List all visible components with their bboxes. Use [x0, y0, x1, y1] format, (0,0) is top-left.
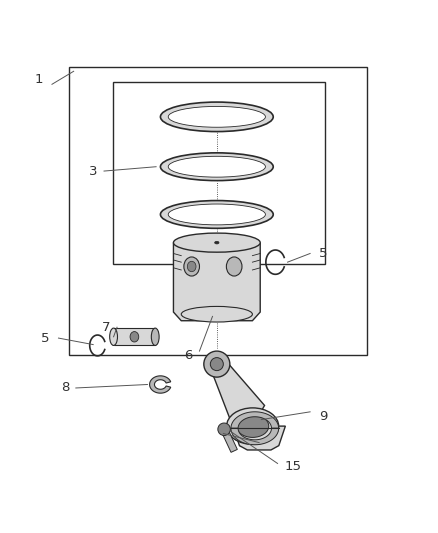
Ellipse shape [215, 241, 219, 244]
Polygon shape [150, 376, 171, 393]
Text: 5: 5 [41, 332, 50, 344]
Bar [69, 67, 367, 356]
Ellipse shape [173, 233, 260, 252]
Ellipse shape [226, 408, 279, 445]
Ellipse shape [168, 204, 265, 225]
Ellipse shape [237, 415, 269, 438]
Text: 3: 3 [89, 165, 97, 177]
Polygon shape [212, 356, 265, 447]
Ellipse shape [130, 332, 139, 342]
Ellipse shape [168, 156, 265, 177]
Text: 15: 15 [284, 461, 301, 473]
Ellipse shape [204, 351, 230, 377]
Text: 7: 7 [102, 321, 110, 334]
Ellipse shape [160, 102, 273, 132]
Polygon shape [173, 243, 260, 321]
Text: 1: 1 [35, 74, 43, 86]
Ellipse shape [160, 200, 273, 228]
Text: 6: 6 [184, 349, 193, 362]
Text: 8: 8 [61, 382, 69, 394]
Polygon shape [221, 428, 237, 453]
Polygon shape [231, 412, 279, 429]
Bar [113, 328, 155, 345]
Ellipse shape [226, 257, 242, 276]
Ellipse shape [181, 306, 252, 322]
Ellipse shape [184, 257, 199, 276]
Ellipse shape [110, 328, 117, 345]
Bar [113, 82, 325, 264]
Polygon shape [233, 426, 286, 450]
Text: 9: 9 [319, 410, 327, 423]
Ellipse shape [210, 358, 223, 370]
Text: 5: 5 [319, 247, 327, 260]
Ellipse shape [218, 423, 230, 435]
Text: 10: 10 [226, 431, 243, 445]
Ellipse shape [151, 328, 159, 345]
Polygon shape [231, 429, 279, 445]
Ellipse shape [187, 261, 196, 272]
Ellipse shape [160, 153, 273, 181]
Ellipse shape [168, 107, 265, 127]
